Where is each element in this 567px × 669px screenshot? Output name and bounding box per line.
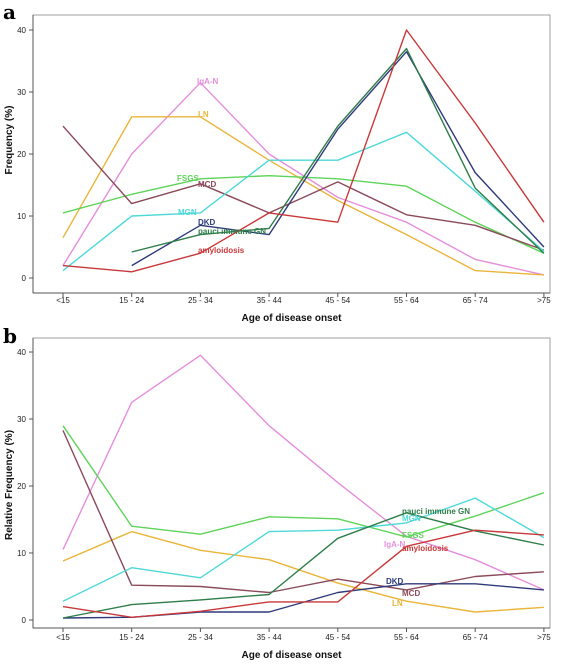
panel-a-x-tick-label: <15 (56, 296, 70, 305)
panel-a-label-mgn: MGN (178, 208, 197, 217)
panel-a-series-line-iga-n (62, 81, 545, 276)
panel-b-y-axis-label: Relative Frequency (%) (4, 430, 15, 540)
panel-b-x-tick-label: <15 (56, 633, 70, 642)
panel-b-series-line-ln (62, 530, 544, 613)
panel-b-x-ticks: <15 15 - 24 25 - 34 35 - 44 45 - 54 55 - 64 65… (56, 628, 551, 642)
panel-b-label-fsgs: FSGS (402, 531, 424, 540)
panel-b-label-mgn: MGN (402, 514, 421, 523)
panel-a-y-axis-label: Frequency (%) (4, 106, 15, 175)
panel-a-series-line-mcd (62, 125, 545, 251)
panel-a-x-tick-label: >75 (537, 296, 551, 305)
panel-b-y-tick-label: 20 (17, 482, 26, 491)
panel-b-y-tick-label: 10 (17, 549, 26, 558)
panel-b-y-tick-label: 0 (22, 616, 27, 625)
panel-a-y-tick-label: 10 (17, 212, 26, 221)
panel-a-y-ticks: 0 10 20 30 40 (17, 26, 33, 283)
panel-b-series-lines (62, 354, 545, 619)
panel-a-x-tick-label: 35 - 44 (257, 296, 282, 305)
panel-a-label-dkd: DKD (198, 218, 216, 227)
panel-b-label-mcd: MCD (402, 589, 420, 598)
panel-a-label-ln: LN (198, 110, 209, 119)
panel-a-label-fsgs: FSGS (177, 174, 199, 183)
panel-a-label-amyloidosis: amyloidosis (198, 246, 245, 255)
panel-b-chart: b 0 10 20 30 40 <15 15 - 24 25 - 34 35 - 44 45 -… (3, 324, 551, 661)
panel-b-label-dkd: DKD (386, 577, 404, 586)
panel-a-label-pauci-immune-gn: pauci immune GN (198, 227, 266, 236)
panel-b-letter: b (3, 324, 17, 348)
panel-a-series-line-fsgs (62, 174, 545, 254)
panel-a-series-line-dkd (131, 51, 545, 267)
panel-b-series-line-mgn (62, 497, 545, 602)
panel-a-label-iga-n: IgA-N (197, 77, 219, 86)
panel-b-x-axis-label: Age of disease onset (241, 650, 342, 661)
panel-a-chart: a 0 10 20 30 40 <15 15 - 24 25 - 34 35 - 44 45 -… (3, 0, 551, 324)
panel-a-series-line-mgn (62, 131, 545, 272)
panel-b-label-pauci-immune-gn: pauci immune GN (402, 507, 470, 516)
panel-a-x-tick-label: 15 - 24 (119, 296, 144, 305)
panel-a-y-tick-label: 20 (17, 150, 26, 159)
panel-b-y-tick-label: 40 (17, 348, 26, 357)
panel-b-y-ticks: 0 10 20 30 40 (17, 348, 33, 625)
panel-a-letter: a (3, 0, 16, 24)
panel-b-x-tick-label: 35 - 44 (257, 633, 282, 642)
panel-b-series-line-iga-n (62, 354, 545, 591)
panel-a-x-tick-label: 55 - 64 (394, 296, 419, 305)
panel-b-label-iga-n: IgA-N (384, 540, 406, 549)
panel-a-x-tick-label: 25 - 34 (188, 296, 213, 305)
panel-b-y-tick-label: 30 (17, 415, 26, 424)
panel-a-series-line-amyloidosis (62, 29, 545, 273)
panel-a-x-tick-label: 45 - 54 (325, 296, 350, 305)
panel-b-x-tick-label: 65 - 74 (463, 633, 488, 642)
panel-b-x-tick-label: 25 - 34 (188, 633, 213, 642)
panel-a-label-mcd: MCD (198, 180, 216, 189)
panel-a-series-line-ln (62, 116, 544, 276)
panel-b-series-line-dkd (62, 583, 544, 619)
panel-b-series-line-amyloidosis (62, 529, 544, 618)
panel-b-x-tick-label: 55 - 64 (394, 633, 419, 642)
panel-b-series-line-pauci-immune-gn (62, 512, 545, 619)
panel-b-x-tick-label: 15 - 24 (119, 633, 144, 642)
panel-b-x-tick-label: >75 (537, 633, 551, 642)
panel-a-y-tick-label: 30 (17, 88, 26, 97)
panel-b-label-amyloidosis: amyloidosis (402, 544, 449, 553)
panel-a-y-tick-label: 0 (22, 274, 27, 283)
panel-a-x-axis-label: Age of disease onset (241, 313, 342, 324)
panel-b-series-line-fsgs (62, 425, 545, 538)
panel-a-series-line-pauci-immune-gn (131, 47, 545, 254)
panel-a-y-tick-label: 40 (17, 26, 26, 35)
panel-a-x-tick-label: 65 - 74 (463, 296, 488, 305)
panel-a-x-ticks: <15 15 - 24 25 - 34 35 - 44 45 - 54 55 - 64 65… (56, 293, 551, 305)
panel-b-x-tick-label: 45 - 54 (325, 633, 350, 642)
panel-b-series-line-mcd (62, 430, 544, 594)
panel-a-series-lines (62, 29, 545, 276)
panel-b-label-ln: LN (392, 599, 403, 608)
